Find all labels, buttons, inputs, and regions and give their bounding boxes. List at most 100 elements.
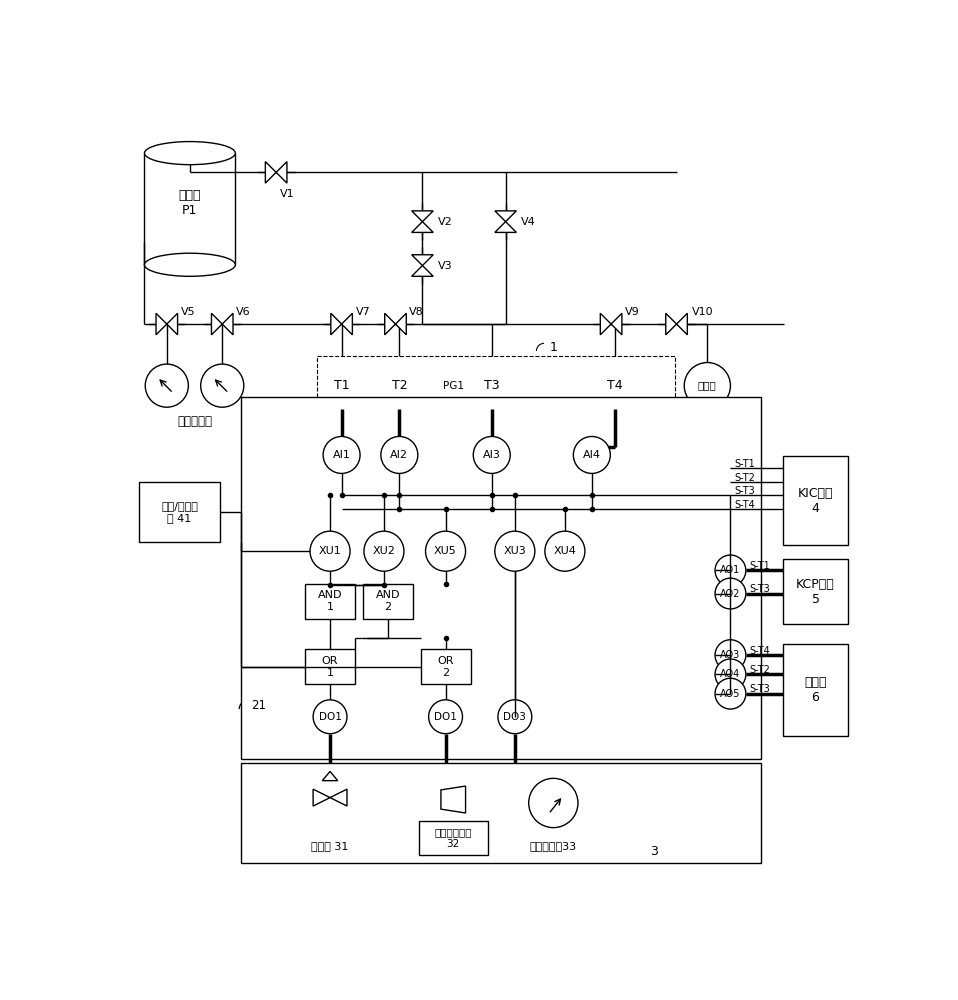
Text: DO3: DO3 xyxy=(503,712,526,722)
Text: T1: T1 xyxy=(333,379,350,392)
Text: DO1: DO1 xyxy=(434,712,457,722)
Polygon shape xyxy=(385,313,396,335)
Polygon shape xyxy=(412,266,433,276)
Bar xyxy=(241,763,762,863)
Polygon shape xyxy=(167,313,177,335)
Text: XU1: XU1 xyxy=(319,546,341,556)
Circle shape xyxy=(495,531,535,571)
Text: XU3: XU3 xyxy=(504,546,526,556)
Text: V7: V7 xyxy=(355,307,370,317)
Text: AO1: AO1 xyxy=(720,565,741,575)
Circle shape xyxy=(200,364,243,407)
Polygon shape xyxy=(331,789,347,806)
Text: AI2: AI2 xyxy=(390,450,408,460)
Bar xyxy=(363,584,413,619)
Circle shape xyxy=(574,436,610,473)
Text: V3: V3 xyxy=(438,261,452,271)
Text: 水压试验泵33: 水压试验泵33 xyxy=(530,841,577,851)
Text: S-T3: S-T3 xyxy=(749,584,769,594)
Text: 记录仪
6: 记录仪 6 xyxy=(805,676,827,704)
Bar xyxy=(305,649,355,684)
Text: T2: T2 xyxy=(392,379,407,392)
Text: S-T2: S-T2 xyxy=(749,665,770,675)
Text: AO4: AO4 xyxy=(720,669,741,679)
Text: AND
1: AND 1 xyxy=(318,590,342,612)
Text: DO1: DO1 xyxy=(319,712,341,722)
Polygon shape xyxy=(412,222,433,232)
Polygon shape xyxy=(396,313,406,335)
Text: AO5: AO5 xyxy=(720,689,741,699)
Text: V2: V2 xyxy=(438,217,452,227)
Polygon shape xyxy=(222,313,233,335)
Circle shape xyxy=(428,700,463,734)
Circle shape xyxy=(473,436,511,473)
Text: S-T3: S-T3 xyxy=(734,486,755,496)
Circle shape xyxy=(715,659,746,690)
Text: XU5: XU5 xyxy=(434,546,457,556)
Circle shape xyxy=(364,531,404,571)
Text: V8: V8 xyxy=(409,307,424,317)
Text: 1: 1 xyxy=(550,341,558,354)
Text: V4: V4 xyxy=(521,217,536,227)
Bar xyxy=(421,649,470,684)
Text: 声光报警设备
32: 声光报警设备 32 xyxy=(435,828,472,849)
Text: AO2: AO2 xyxy=(720,589,741,599)
Polygon shape xyxy=(412,211,433,222)
Circle shape xyxy=(323,436,360,473)
Text: S-T4: S-T4 xyxy=(734,500,755,510)
Text: AI4: AI4 xyxy=(582,450,601,460)
Circle shape xyxy=(313,700,347,734)
Circle shape xyxy=(376,363,422,409)
Circle shape xyxy=(715,678,746,709)
Text: T3: T3 xyxy=(484,379,499,392)
Circle shape xyxy=(381,436,418,473)
Circle shape xyxy=(684,363,730,409)
Text: 3: 3 xyxy=(650,845,657,858)
Text: S-T4: S-T4 xyxy=(749,646,769,656)
Bar xyxy=(145,153,236,265)
Text: OR
2: OR 2 xyxy=(437,656,454,678)
Bar xyxy=(783,456,848,545)
Polygon shape xyxy=(412,255,433,266)
Polygon shape xyxy=(495,211,516,222)
Text: V1: V1 xyxy=(280,189,295,199)
Polygon shape xyxy=(495,222,516,232)
Text: AO3: AO3 xyxy=(720,650,741,660)
Text: AI3: AI3 xyxy=(483,450,501,460)
Text: AI1: AI1 xyxy=(332,450,351,460)
Text: OR
1: OR 1 xyxy=(322,656,338,678)
Text: S-T3: S-T3 xyxy=(749,684,769,694)
Polygon shape xyxy=(676,313,687,335)
Circle shape xyxy=(715,578,746,609)
Text: KCP系统
5: KCP系统 5 xyxy=(796,578,835,606)
Bar xyxy=(317,356,675,416)
Polygon shape xyxy=(601,313,611,335)
Text: XU2: XU2 xyxy=(373,546,396,556)
Text: XU4: XU4 xyxy=(554,546,577,556)
Text: V10: V10 xyxy=(692,307,714,317)
Ellipse shape xyxy=(145,142,236,165)
Bar xyxy=(783,559,848,624)
Polygon shape xyxy=(276,162,287,183)
Circle shape xyxy=(498,700,532,734)
Circle shape xyxy=(545,531,585,571)
Text: AND
2: AND 2 xyxy=(376,590,400,612)
Ellipse shape xyxy=(145,253,236,276)
Bar xyxy=(783,644,848,736)
Text: 泄压阀 31: 泄压阀 31 xyxy=(311,841,349,851)
Polygon shape xyxy=(441,786,466,813)
Circle shape xyxy=(715,555,746,586)
Text: 手摇泵: 手摇泵 xyxy=(698,381,717,391)
Circle shape xyxy=(318,363,365,409)
Bar xyxy=(139,482,220,542)
Polygon shape xyxy=(331,313,342,335)
Text: V9: V9 xyxy=(625,307,640,317)
Polygon shape xyxy=(212,313,222,335)
Text: 稳压器
P1: 稳压器 P1 xyxy=(178,189,201,217)
Polygon shape xyxy=(322,771,338,781)
Text: 21: 21 xyxy=(251,699,265,712)
Circle shape xyxy=(310,531,350,571)
Text: T4: T4 xyxy=(607,379,623,392)
Text: 切入/切除单
元 41: 切入/切除单 元 41 xyxy=(161,501,198,523)
Polygon shape xyxy=(313,789,331,806)
